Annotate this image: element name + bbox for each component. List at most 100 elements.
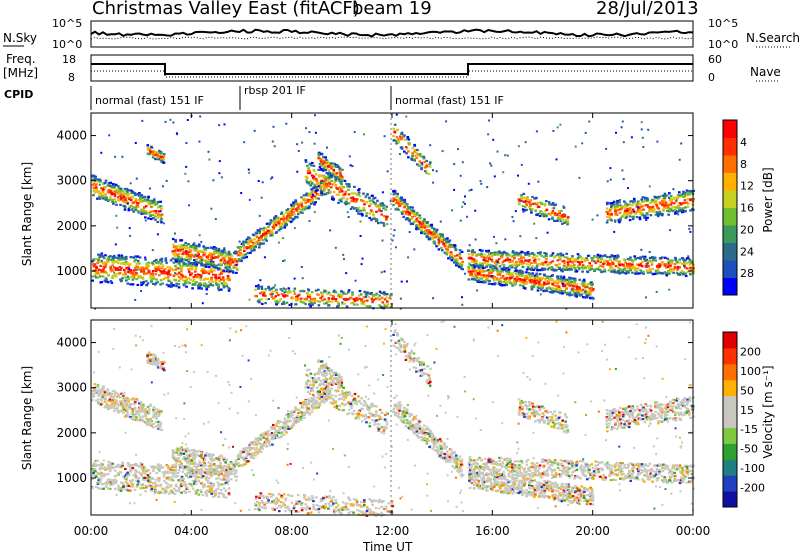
heatmap-cell	[514, 251, 517, 254]
heatmap-cell	[111, 462, 115, 465]
heatmap-cell	[155, 417, 158, 420]
heatmap-cell	[383, 305, 387, 308]
heatmap-cell	[369, 209, 373, 212]
heatmap-cell	[304, 194, 308, 197]
heatmap-cell	[675, 206, 679, 209]
heatmap-cell	[280, 212, 283, 215]
heatmap-cell	[253, 129, 256, 132]
heatmap-cell	[573, 294, 577, 297]
heatmap-cell	[471, 275, 474, 278]
heatmap-cell	[561, 253, 565, 256]
heatmap-cell	[486, 259, 489, 263]
heatmap-cell	[378, 208, 381, 211]
heatmap-cell	[127, 266, 131, 269]
heatmap-cell	[226, 263, 230, 266]
heatmap-cell	[246, 242, 250, 245]
heatmap-cell	[486, 274, 489, 277]
nsearch-trace	[90, 36, 694, 40]
heatmap-cell	[672, 188, 675, 191]
heatmap-cell	[92, 462, 96, 465]
heatmap-cell	[113, 401, 117, 404]
heatmap-cell	[158, 423, 162, 427]
heatmap-cell	[104, 181, 107, 185]
heatmap-cell	[141, 199, 145, 202]
heatmap-cell	[134, 258, 137, 261]
heatmap-cell	[496, 269, 499, 272]
heatmap-cell	[111, 269, 114, 272]
heatmap-cell	[126, 282, 130, 285]
heatmap-cell	[283, 259, 286, 262]
heatmap-cell	[538, 273, 542, 276]
heatmap-cell	[140, 270, 143, 273]
heatmap-cell	[597, 266, 601, 269]
heatmap-cell	[392, 139, 396, 142]
heatmap-cell	[146, 145, 150, 149]
heatmap-cell	[674, 200, 678, 203]
heatmap-cell	[553, 219, 556, 222]
heatmap-cell	[656, 206, 659, 209]
heatmap-cell	[544, 278, 547, 281]
heatmap-cell	[105, 481, 108, 484]
heatmap-cell	[289, 220, 293, 224]
heatmap-cell	[155, 152, 159, 155]
heatmap-cell	[261, 181, 264, 184]
heatmap-cell	[99, 477, 103, 480]
heatmap-cell	[377, 296, 380, 299]
heatmap-cell	[355, 198, 359, 201]
heatmap-cell	[551, 217, 554, 220]
heatmap-cell	[515, 260, 518, 263]
heatmap-cell	[103, 266, 107, 269]
heatmap-cell	[242, 240, 245, 243]
heatmap-cell	[431, 233, 434, 237]
heatmap-cell	[97, 394, 100, 397]
heatmap-cell	[506, 154, 509, 157]
heatmap-cell	[245, 246, 248, 249]
heatmap-cell	[282, 216, 286, 219]
heatmap-cell	[180, 268, 183, 271]
heatmap-cell	[129, 398, 133, 401]
heatmap-cell	[658, 201, 662, 204]
heatmap-cell	[412, 209, 415, 212]
heatmap-cell	[192, 243, 195, 247]
heatmap-cell	[517, 174, 519, 177]
heatmap-cell	[322, 193, 325, 196]
heatmap-cell	[296, 294, 300, 297]
heatmap-cell	[394, 246, 397, 249]
heatmap-cell	[448, 245, 452, 248]
heatmap-cell	[129, 272, 133, 275]
heatmap-cell	[172, 261, 176, 264]
heatmap-cell	[606, 219, 609, 222]
heatmap-cell	[159, 283, 162, 286]
heatmap-cell	[116, 261, 120, 265]
heatmap-cell	[423, 160, 426, 164]
heatmap-cell	[304, 201, 307, 204]
heatmap-cell	[325, 302, 328, 305]
heatmap-cell	[551, 207, 555, 210]
heatmap-cell	[334, 246, 337, 249]
heatmap-cell	[557, 291, 561, 294]
heatmap-cell	[247, 236, 250, 239]
heatmap-cell	[254, 242, 258, 245]
heatmap-cell	[300, 266, 303, 268]
heatmap-cell	[311, 197, 314, 200]
heatmap-cell	[92, 464, 95, 467]
heatmap-cell	[114, 272, 117, 276]
heatmap-cell	[657, 264, 660, 267]
heatmap-cell	[558, 212, 562, 215]
heatmap-cell	[104, 263, 108, 266]
heatmap-cell	[134, 208, 137, 211]
heatmap-cell	[331, 195, 334, 198]
heatmap-cell	[535, 130, 538, 133]
heatmap-cell	[295, 299, 298, 302]
heatmap-cell	[251, 233, 255, 236]
heatmap-cell	[132, 277, 136, 280]
heatmap-cell	[684, 259, 687, 262]
heatmap-cell	[179, 249, 182, 252]
heatmap-cell	[271, 219, 275, 222]
heatmap-cell	[102, 187, 106, 191]
heatmap-cell	[151, 152, 154, 155]
heatmap-cell	[521, 263, 524, 266]
heatmap-cell	[254, 245, 257, 248]
heatmap-cell	[187, 254, 191, 258]
heatmap-cell	[327, 169, 331, 172]
